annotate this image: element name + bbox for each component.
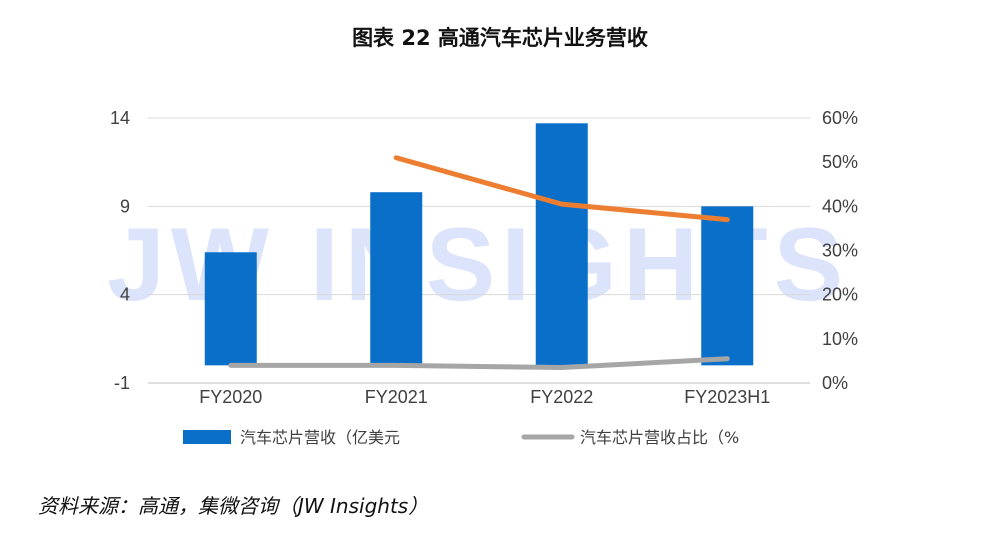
bar <box>204 252 257 366</box>
gridlines <box>148 117 810 384</box>
source-note: 资料来源：高通，集微咨询（JW Insights） <box>38 494 429 518</box>
left-axis: 14 9 4 -1 <box>110 108 130 393</box>
x-tick-label: FY2022 <box>530 387 593 407</box>
legend-label-bar: 汽车芯片营收（亿美元 <box>240 428 400 447</box>
chart-title: 图表 22 高通汽车芯片业务营收 <box>352 26 648 50</box>
x-tick-label: FY2021 <box>365 387 428 407</box>
right-tick-label: 40% <box>822 196 858 216</box>
left-tick-label: 9 <box>120 196 130 216</box>
right-tick-label: 0% <box>822 373 848 393</box>
right-tick-label: 20% <box>822 285 858 305</box>
bar <box>370 192 423 366</box>
right-tick-label: 30% <box>822 241 858 261</box>
x-tick-label: FY2023H1 <box>684 387 770 407</box>
bar-series <box>204 123 754 366</box>
legend-swatch-bar <box>183 430 231 444</box>
right-tick-label: 60% <box>822 108 858 128</box>
legend-label-line: 汽车芯片营收占比（% <box>580 428 739 447</box>
left-tick-label: 4 <box>120 285 130 305</box>
right-tick-label: 10% <box>822 329 858 349</box>
left-tick-label: -1 <box>114 373 130 393</box>
ratio-line <box>228 356 730 371</box>
legend: 汽车芯片营收（亿美元 汽车芯片营收占比（% <box>183 428 739 447</box>
x-tick-label: FY2020 <box>199 387 262 407</box>
left-tick-label: 14 <box>110 108 130 128</box>
x-axis: FY2020 FY2021 FY2022 FY2023H1 <box>199 387 770 407</box>
line-series <box>228 155 730 371</box>
right-tick-label: 50% <box>822 152 858 172</box>
bar <box>535 123 588 366</box>
orange-line <box>393 155 730 223</box>
bar <box>701 206 754 366</box>
right-axis: 60% 50% 40% 30% 20% 10% 0% <box>822 108 858 393</box>
